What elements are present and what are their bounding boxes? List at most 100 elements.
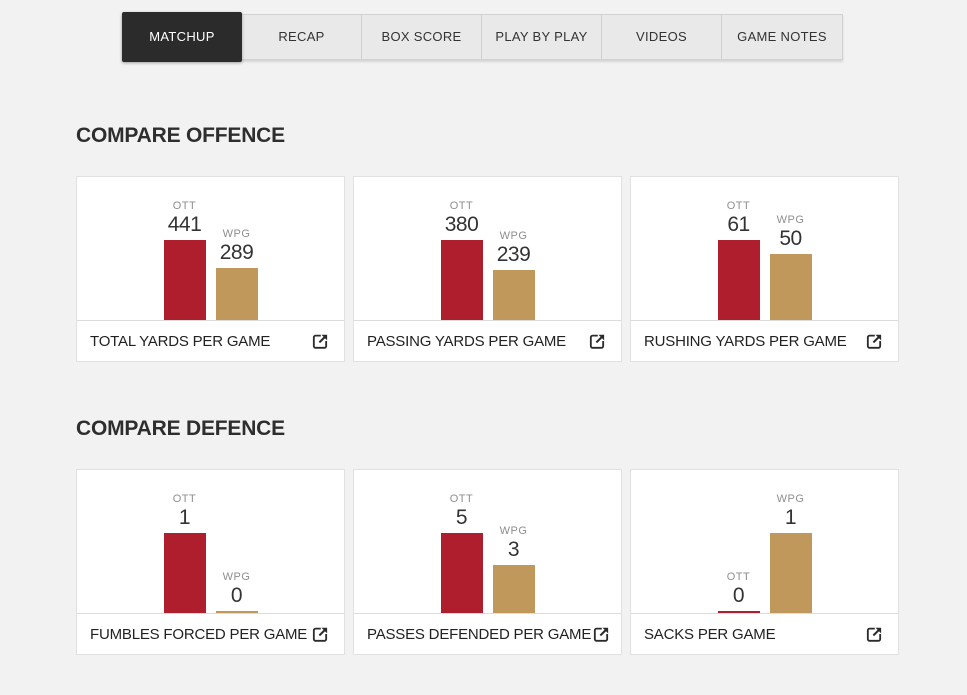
card-title: PASSES DEFENDED PER GAME <box>367 625 592 643</box>
share-icon <box>866 334 882 349</box>
tab-matchup[interactable]: MATCHUP <box>122 12 242 62</box>
share-button[interactable] <box>863 330 885 352</box>
bar-ott <box>163 533 206 613</box>
tab-videos[interactable]: VIDEOS <box>602 15 722 59</box>
tab-box-score[interactable]: BOX SCORE <box>362 15 482 59</box>
team-label: WPG <box>776 493 805 505</box>
bar-chart: OTT 441 WPG 289 <box>77 177 344 320</box>
team-label: OTT <box>449 493 474 505</box>
team-label: WPG <box>499 525 528 537</box>
share-icon <box>312 334 328 349</box>
stat-card: OTT 0 WPG 1 SACKS PER GAME <box>630 469 899 655</box>
bar-ott <box>440 533 483 613</box>
team-label: OTT <box>172 493 197 505</box>
card-footer: RUSHING YARDS PER GAME <box>631 320 898 361</box>
stat-card: OTT 5 WPG 3 PASSES DEFENDED PER GAME <box>353 469 622 655</box>
card-footer: PASSING YARDS PER GAME <box>354 320 621 361</box>
section-title-offence: COMPARE OFFENCE <box>76 124 285 147</box>
bar-column-wpg: WPG 289 <box>215 228 258 320</box>
bar-chart: OTT 61 WPG 50 <box>631 177 898 320</box>
bar-value: 3 <box>507 538 520 561</box>
team-label: WPG <box>776 214 805 226</box>
bar-chart: OTT 0 WPG 1 <box>631 470 898 613</box>
card-footer: FUMBLES FORCED PER GAME <box>77 613 344 654</box>
team-label: WPG <box>222 571 251 583</box>
card-title: RUSHING YARDS PER GAME <box>644 332 847 350</box>
bar-ott <box>163 240 206 320</box>
section-title-defence: COMPARE DEFENCE <box>76 417 285 440</box>
bar-column-ott: OTT 380 <box>440 200 483 320</box>
card-footer: PASSES DEFENDED PER GAME <box>354 613 621 654</box>
team-label: OTT <box>726 200 751 212</box>
team-label: OTT <box>726 571 751 583</box>
share-icon <box>866 627 882 642</box>
bar-ott <box>717 611 760 613</box>
tab-bar: MATCHUP RECAP BOX SCORE PLAY BY PLAY VIDEOS G… <box>122 12 843 62</box>
bar-value: 61 <box>727 213 750 236</box>
bar-value: 0 <box>732 584 745 607</box>
bar-column-ott: OTT 5 <box>440 493 483 613</box>
share-icon <box>312 627 328 642</box>
bar-value: 380 <box>444 213 479 236</box>
bar-wpg <box>215 268 258 320</box>
share-icon <box>589 334 605 349</box>
bar-wpg <box>492 565 535 613</box>
card-title: SACKS PER GAME <box>644 625 776 643</box>
bar-value: 0 <box>230 584 243 607</box>
bar-column-wpg: WPG 0 <box>215 571 258 613</box>
bar-wpg <box>215 611 258 613</box>
stat-card: OTT 380 WPG 239 PASSING YARDS PER GAME <box>353 176 622 362</box>
bar-wpg <box>769 533 812 613</box>
tab-play-by-play[interactable]: PLAY BY PLAY <box>482 15 602 59</box>
team-label: OTT <box>172 200 197 212</box>
card-title: PASSING YARDS PER GAME <box>367 332 566 350</box>
bar-column-ott: OTT 61 <box>717 200 760 320</box>
tab-game-notes[interactable]: GAME NOTES <box>737 29 827 44</box>
bar-ott <box>440 240 483 320</box>
stat-card: OTT 1 WPG 0 FUMBLES FORCED PER GAME <box>76 469 345 655</box>
bar-group: OTT 5 WPG 3 <box>440 493 535 613</box>
share-button[interactable] <box>591 623 611 645</box>
bar-value: 239 <box>496 243 531 266</box>
bar-column-wpg: WPG 50 <box>769 214 812 320</box>
bar-chart: OTT 1 WPG 0 <box>77 470 344 613</box>
bar-value: 5 <box>455 506 468 529</box>
bar-value: 1 <box>178 506 191 529</box>
bar-column-wpg: WPG 239 <box>492 230 535 320</box>
bar-value: 1 <box>784 506 797 529</box>
card-title: FUMBLES FORCED PER GAME <box>90 625 308 643</box>
share-button[interactable] <box>309 330 331 352</box>
tab-recap[interactable]: RECAP <box>242 15 362 59</box>
bar-group: OTT 441 WPG 289 <box>163 200 258 320</box>
bar-value: 441 <box>167 213 202 236</box>
bar-group: OTT 61 WPG 50 <box>717 200 812 320</box>
card-footer: SACKS PER GAME <box>631 613 898 654</box>
team-label: WPG <box>222 228 251 240</box>
team-label: OTT <box>449 200 474 212</box>
bar-chart: OTT 5 WPG 3 <box>354 470 621 613</box>
bar-ott <box>717 240 760 320</box>
bar-column-wpg: WPG 1 <box>769 493 812 613</box>
share-button[interactable] <box>863 623 885 645</box>
share-button[interactable] <box>586 330 608 352</box>
bar-group: OTT 0 WPG 1 <box>717 493 812 613</box>
team-label: WPG <box>499 230 528 242</box>
bar-chart: OTT 380 WPG 239 <box>354 177 621 320</box>
offence-card-row: OTT 441 WPG 289 TOTAL YARDS PER GAME OTT 380 W… <box>76 176 899 362</box>
bar-wpg <box>492 270 535 320</box>
bar-value: 289 <box>219 241 254 264</box>
share-button[interactable] <box>309 623 331 645</box>
bar-column-ott: OTT 441 <box>163 200 206 320</box>
card-title: TOTAL YARDS PER GAME <box>90 332 271 350</box>
card-footer: TOTAL YARDS PER GAME <box>77 320 344 361</box>
bar-column-wpg: WPG 3 <box>492 525 535 613</box>
bar-group: OTT 1 WPG 0 <box>163 493 258 613</box>
bar-group: OTT 380 WPG 239 <box>440 200 535 320</box>
bar-column-ott: OTT 1 <box>163 493 206 613</box>
stat-card: OTT 61 WPG 50 RUSHING YARDS PER GAME <box>630 176 899 362</box>
bar-wpg <box>769 254 812 320</box>
defence-card-row: OTT 1 WPG 0 FUMBLES FORCED PER GAME OTT 5 WPG 3… <box>76 469 899 655</box>
share-icon <box>594 627 609 642</box>
stat-card: OTT 441 WPG 289 TOTAL YARDS PER GAME <box>76 176 345 362</box>
bar-value: 50 <box>779 227 802 250</box>
